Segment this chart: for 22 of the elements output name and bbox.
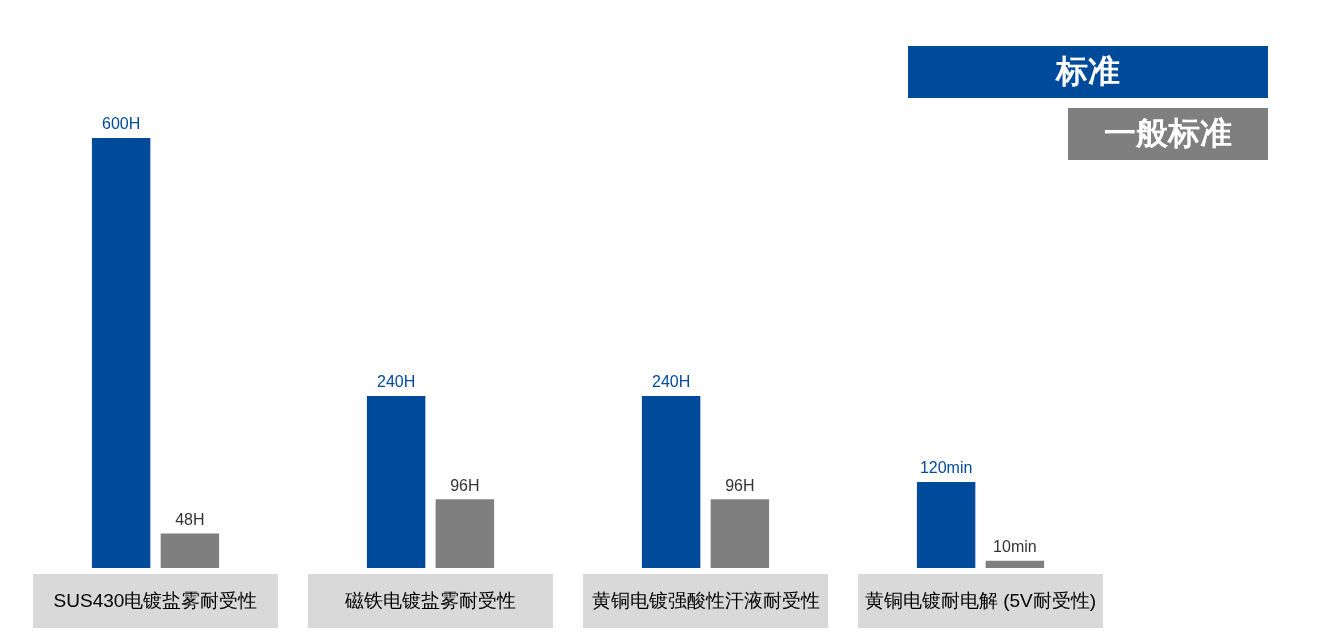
- data-label: 96H: [725, 476, 755, 494]
- x-tick-label: 黄铜电镀耐电解 (5V耐受性): [864, 590, 1097, 611]
- x-tick-label: 黄铜电镀强酸性汗液耐受性: [591, 590, 820, 611]
- data-label: 600H: [102, 115, 141, 133]
- bar: [710, 499, 770, 568]
- bar: [435, 499, 495, 568]
- bar: [91, 138, 151, 568]
- bar: [160, 533, 220, 568]
- data-label: 240H: [377, 373, 416, 391]
- bar: [985, 560, 1045, 568]
- data-label: 120min: [919, 459, 973, 477]
- x-tick-label: SUS430电镀盐雾耐受性: [53, 590, 258, 611]
- data-label: 96H: [450, 476, 480, 494]
- data-label: 10min: [993, 538, 1037, 556]
- text: 标准: [1056, 53, 1120, 89]
- data-label: 48H: [175, 511, 205, 529]
- text: 一般标准: [1104, 115, 1232, 151]
- data-label: 240H: [652, 373, 691, 391]
- bar: [641, 396, 701, 568]
- bar: [916, 482, 976, 568]
- x-tick-label: 磁铁电镀盐雾耐受性: [345, 590, 516, 611]
- bar: [366, 396, 426, 568]
